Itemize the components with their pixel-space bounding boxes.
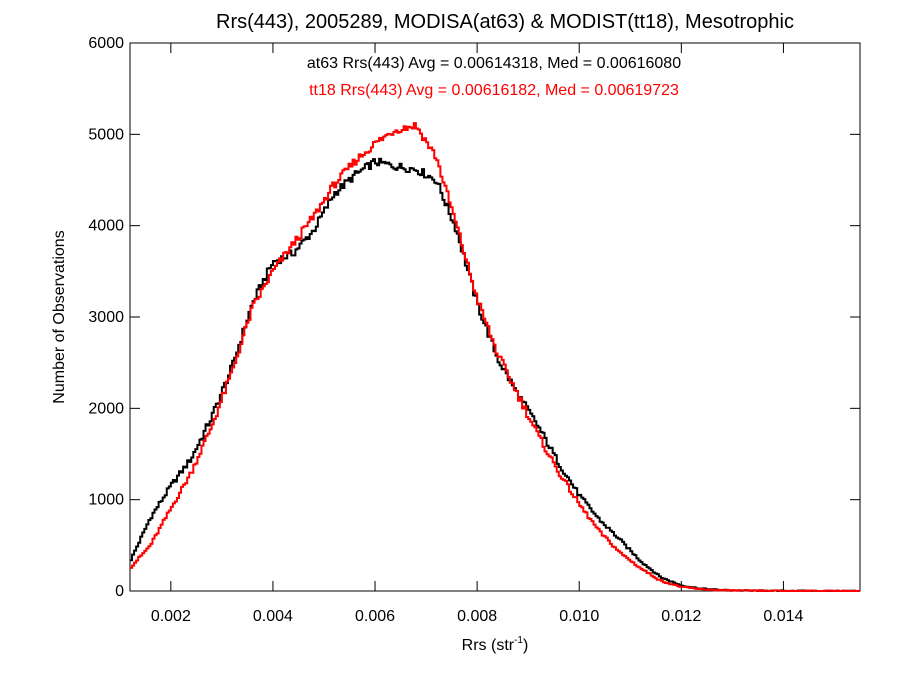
plot-frame: [129, 42, 861, 592]
chart-title: Rrs(443), 2005289, MODISA(at63) & MODIST…: [216, 11, 794, 33]
series-layer: [130, 122, 860, 592]
series-at63-line: [130, 157, 860, 592]
y-axis-ticks: 0 1000 2000 3000 4000 5000 6000: [88, 35, 860, 600]
x-tick-label: 0.006: [355, 608, 395, 625]
y-axis-label: Number of Observations: [51, 230, 68, 403]
x-axis-ticks: 0.002 0.004 0.006 0.008 0.010 0.012 0.014: [151, 43, 804, 625]
y-tick-label: 2000: [88, 400, 124, 417]
y-tick-label: 3000: [88, 309, 124, 326]
x-tick-label: 0.012: [661, 608, 701, 625]
x-axis-label-superscript: -1: [514, 635, 523, 646]
x-axis-label-close: ): [523, 637, 528, 654]
series-tt18-line: [130, 122, 860, 592]
y-tick-label: 1000: [88, 492, 124, 509]
x-tick-label: 0.010: [559, 608, 599, 625]
y-tick-label: 4000: [88, 218, 124, 235]
y-tick-label: 0: [115, 583, 124, 600]
y-tick-label: 6000: [88, 35, 124, 52]
annotation-tt18: tt18 Rrs(443) Avg = 0.00616182, Med = 0.…: [309, 82, 679, 99]
x-tick-label: 0.008: [457, 608, 497, 625]
x-axis-label-main: Rrs (str: [462, 637, 515, 654]
x-tick-label: 0.002: [151, 608, 191, 625]
x-tick-label: 0.014: [763, 608, 803, 625]
y-tick-label: 5000: [88, 126, 124, 143]
annotation-at63: at63 Rrs(443) Avg = 0.00614318, Med = 0.…: [307, 55, 681, 72]
x-axis-label: Rrs (str-1): [462, 635, 529, 654]
x-tick-label: 0.004: [253, 608, 293, 625]
